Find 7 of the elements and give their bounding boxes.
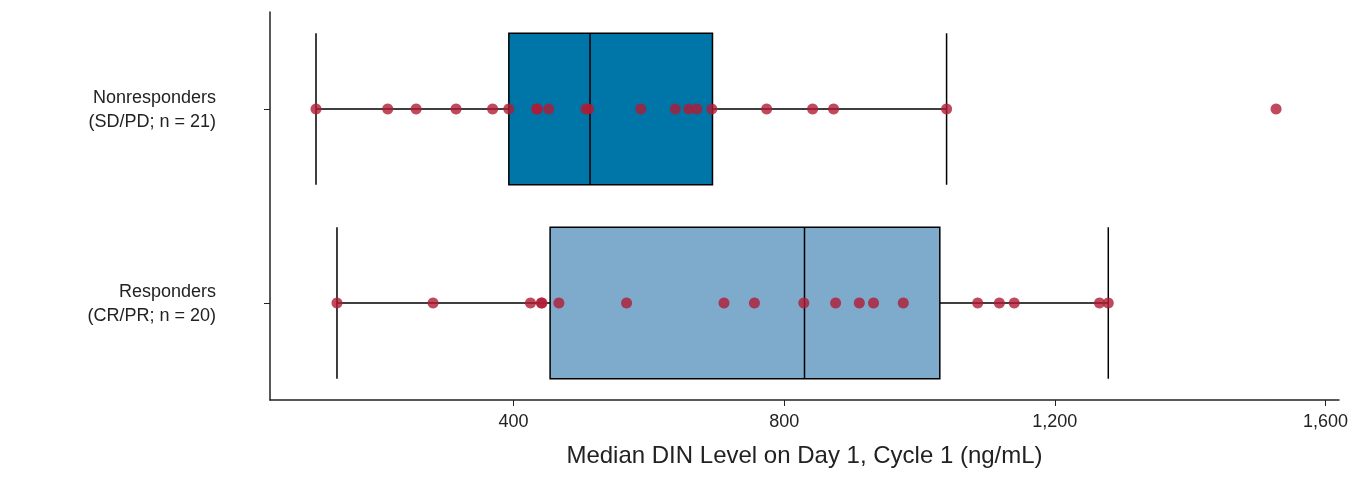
x-tick-label: 800: [769, 411, 800, 431]
y-tick-label: Responders (CR/PR; n = 20): [87, 281, 216, 325]
x-axis-title: Median DIN Level on Day 1, Cycle 1 (ng/mL): [566, 440, 1043, 468]
x-tick-label: 400: [498, 411, 529, 431]
x-tick-label: 1,600: [1302, 411, 1348, 431]
y-tick-label: Nonresponders (SD/PD; n = 21): [88, 87, 216, 131]
x-tick-label: 1,200: [1032, 411, 1078, 431]
